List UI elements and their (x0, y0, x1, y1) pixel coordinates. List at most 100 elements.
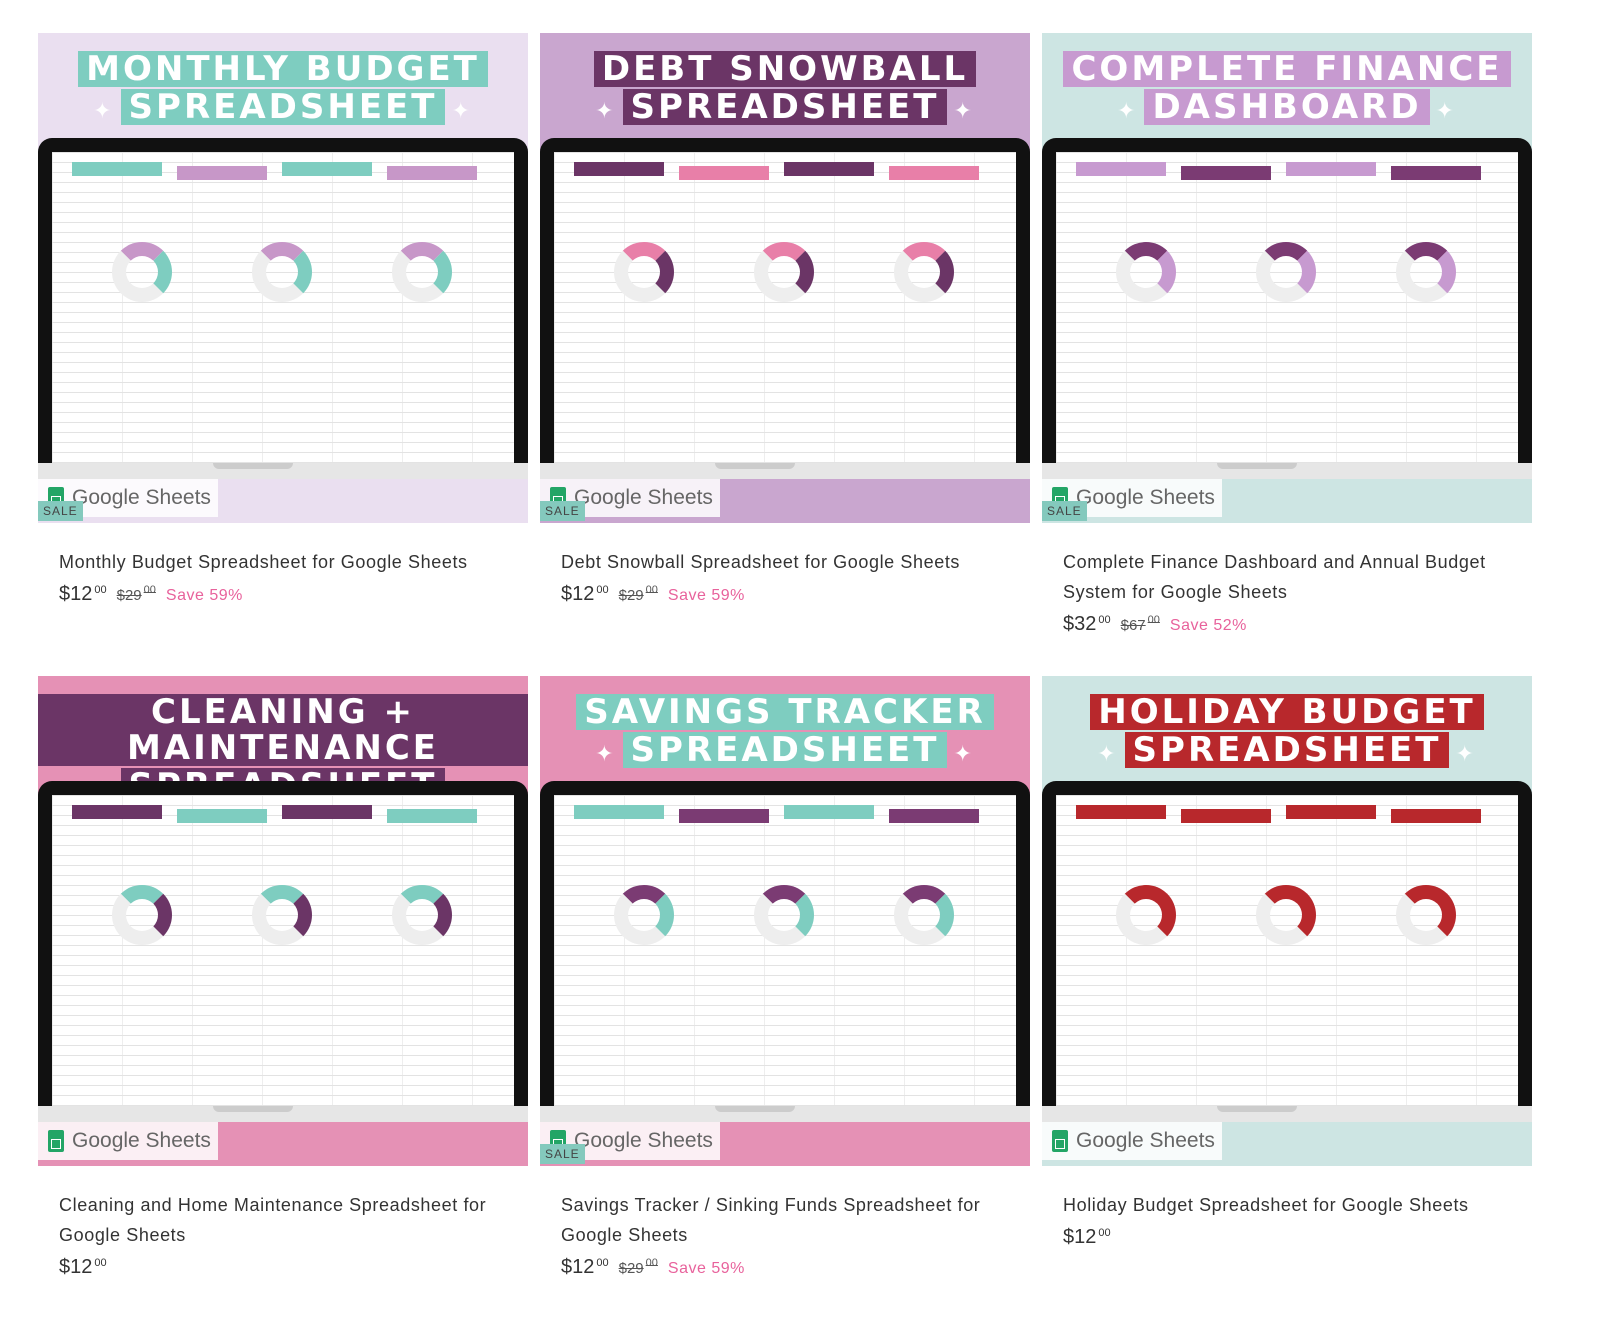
sale-price: $12 00 (561, 583, 609, 605)
sheet-header-block (1286, 162, 1376, 176)
sale-price: $12 00 (59, 1256, 107, 1278)
product-card[interactable]: COMPLETE FINANCE ✦ DASHBOARD ✦ Google Shee… (1042, 33, 1532, 635)
donut-chart-icon (614, 242, 674, 302)
sheet-header-block (784, 162, 874, 176)
sale-badge: SALE (540, 501, 585, 521)
product-banner: SAVINGS TRACKER ✦ SPREADSHEET ✦ (540, 694, 1030, 770)
product-title[interactable]: Holiday Budget Spreadsheet for Google Sh… (1063, 1195, 1469, 1215)
compare-price: $67 00 (1120, 614, 1160, 634)
product-title[interactable]: Debt Snowball Spreadsheet for Google She… (561, 552, 961, 572)
product-title[interactable]: Complete Finance Dashboard and Annual Bu… (1063, 552, 1486, 602)
price-row: $12 00 (1063, 1226, 1511, 1249)
sheet-header-block (1391, 166, 1481, 180)
banner-line: SPREADSHEET (622, 732, 948, 768)
sheet-header-block (679, 809, 769, 823)
donut-chart-icon (1116, 242, 1176, 302)
compare-price: $29 00 (116, 584, 156, 604)
platform-name: Google Sheets (574, 486, 713, 509)
save-label: Save 59% (667, 1260, 745, 1277)
price-row: $12 00 $29 00 Save 59% (59, 583, 507, 606)
sale-price: $12 00 (59, 583, 107, 605)
sparkle-icon: ✦ (1117, 99, 1139, 124)
sheet-header-block (177, 166, 267, 180)
sheet-header-block (1181, 166, 1271, 180)
sheet-header-block (679, 166, 769, 180)
product-image[interactable]: MONTHLY BUDGET ✦ SPREADSHEET ✦ Google Shee… (38, 33, 528, 523)
sheet-header-block (177, 809, 267, 823)
spreadsheet-screenshot (554, 152, 1016, 463)
laptop-mockup (540, 781, 1030, 1106)
product-image[interactable]: HOLIDAY BUDGET ✦ SPREADSHEET ✦ Google Shee… (1042, 676, 1532, 1166)
compare-price: $29 00 (618, 1257, 658, 1277)
sale-price: $32 00 (1063, 613, 1111, 635)
product-title[interactable]: Monthly Budget Spreadsheet for Google Sh… (59, 552, 468, 572)
sparkle-icon: ✦ (953, 742, 975, 767)
laptop-mockup (1042, 138, 1532, 463)
product-card[interactable]: DEBT SNOWBALL ✦ SPREADSHEET ✦ Google Sheet… (540, 33, 1030, 605)
product-image[interactable]: COMPLETE FINANCE ✦ DASHBOARD ✦ Google Shee… (1042, 33, 1532, 523)
spreadsheet-screenshot (52, 795, 514, 1106)
donut-chart-icon (894, 885, 954, 945)
product-image[interactable]: DEBT SNOWBALL ✦ SPREADSHEET ✦ Google Sheet… (540, 33, 1030, 523)
spreadsheet-screenshot (554, 795, 1016, 1106)
google-sheets-label: Google Sheets (38, 1122, 218, 1160)
product-title[interactable]: Cleaning and Home Maintenance Spreadshee… (59, 1195, 487, 1245)
donut-chart-icon (252, 242, 312, 302)
donut-chart-icon (754, 885, 814, 945)
sheet-header-block (574, 805, 664, 819)
product-image[interactable]: SAVINGS TRACKER ✦ SPREADSHEET ✦ Google She… (540, 676, 1030, 1166)
donut-chart-icon (112, 242, 172, 302)
sparkle-icon: ✦ (1455, 742, 1477, 767)
sheet-header-block (889, 809, 979, 823)
product-banner: MONTHLY BUDGET ✦ SPREADSHEET ✦ (38, 51, 528, 127)
sheet-header-block (282, 805, 372, 819)
spreadsheet-screenshot (1056, 795, 1518, 1106)
product-title[interactable]: Savings Tracker / Sinking Funds Spreadsh… (561, 1195, 981, 1245)
banner-line: MONTHLY BUDGET (78, 51, 488, 87)
sheet-header-block (72, 805, 162, 819)
donut-chart-icon (1256, 885, 1316, 945)
banner-line: HOLIDAY BUDGET (1090, 694, 1484, 730)
sparkle-icon: ✦ (595, 99, 617, 124)
donut-chart-icon (392, 885, 452, 945)
google-sheets-label: Google Sheets (1042, 1122, 1222, 1160)
sheet-header-block (1181, 809, 1271, 823)
banner-line: DEBT SNOWBALL (593, 51, 977, 87)
product-card[interactable]: HOLIDAY BUDGET ✦ SPREADSHEET ✦ Google Shee… (1042, 676, 1532, 1248)
sheet-header-block (387, 166, 477, 180)
sheet-header-block (1286, 805, 1376, 819)
banner-line: COMPLETE FINANCE (1063, 51, 1511, 87)
platform-name: Google Sheets (72, 486, 211, 509)
laptop-base (1042, 463, 1532, 479)
google-sheets-icon (1052, 1130, 1068, 1152)
laptop-base (1042, 1106, 1532, 1122)
sale-price: $12 00 (561, 1256, 609, 1278)
product-banner: COMPLETE FINANCE ✦ DASHBOARD ✦ (1042, 51, 1532, 127)
sparkle-icon: ✦ (595, 742, 617, 767)
sale-price: $12 00 (1063, 1226, 1111, 1248)
laptop-base (38, 463, 528, 479)
donut-chart-icon (1256, 242, 1316, 302)
product-card[interactable]: CLEANING + MAINTENANCE ✦SPREADSHEET✦ Goo… (38, 676, 528, 1278)
product-image[interactable]: CLEANING + MAINTENANCE ✦SPREADSHEET✦ Goo… (38, 676, 528, 1166)
sheet-header-block (282, 162, 372, 176)
banner-line: DASHBOARD (1144, 89, 1430, 125)
sheet-header-block (72, 162, 162, 176)
sale-badge: SALE (1042, 501, 1087, 521)
product-grid: MONTHLY BUDGET ✦ SPREADSHEET ✦ Google Shee… (38, 33, 1532, 1278)
price-row: $12 00 $29 00 Save 59% (561, 583, 1009, 606)
product-banner: CLEANING + MAINTENANCE ✦SPREADSHEET✦ (38, 694, 528, 806)
sheet-header-block (1076, 162, 1166, 176)
laptop-base (540, 1106, 1030, 1122)
banner-line: SPREADSHEET (622, 89, 948, 125)
product-card[interactable]: MONTHLY BUDGET ✦ SPREADSHEET ✦ Google Shee… (38, 33, 528, 605)
platform-name: Google Sheets (1076, 486, 1215, 509)
laptop-mockup (540, 138, 1030, 463)
laptop-base (540, 463, 1030, 479)
laptop-mockup (38, 781, 528, 1106)
sheet-header-block (889, 166, 979, 180)
product-card[interactable]: SAVINGS TRACKER ✦ SPREADSHEET ✦ Google She… (540, 676, 1030, 1278)
sheet-header-block (784, 805, 874, 819)
save-label: Save 59% (667, 587, 745, 604)
banner-line: SAVINGS TRACKER (576, 694, 994, 730)
